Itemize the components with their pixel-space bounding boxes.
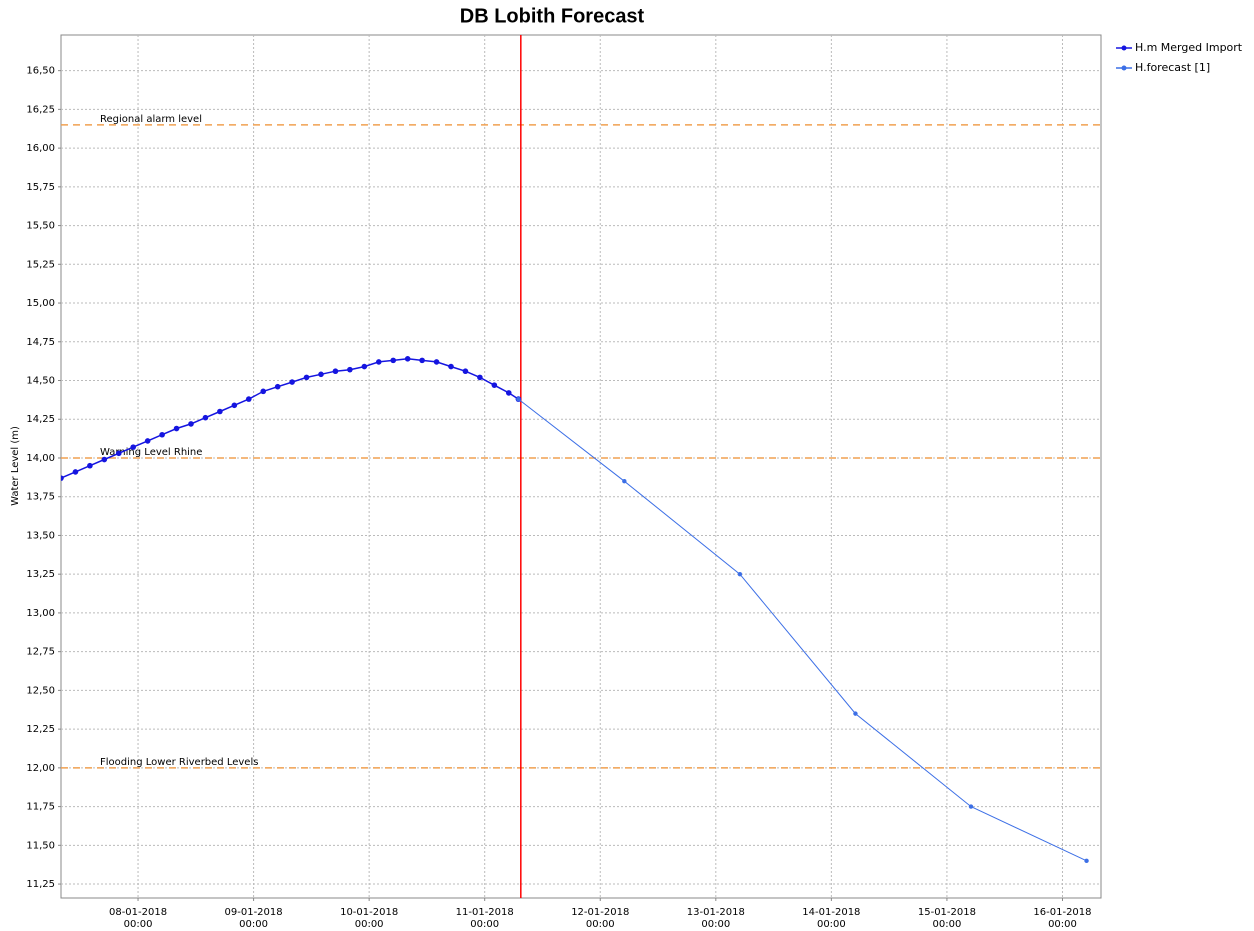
- x-tick-label: 14-01-2018 00:00: [802, 907, 860, 930]
- data-point: [274, 383, 281, 390]
- plot-area: [60, 34, 1102, 899]
- data-point: [61, 475, 64, 481]
- data-point: [72, 469, 79, 475]
- y-tick-label: 11,50: [26, 840, 55, 851]
- y-tick-label: 16,50: [26, 66, 55, 77]
- y-tick-label: 13,25: [26, 569, 55, 580]
- data-point: [303, 374, 310, 381]
- y-tick-label: 15,25: [26, 259, 55, 270]
- data-point: [289, 379, 295, 385]
- x-tick-label: 10-01-2018 00:00: [340, 907, 398, 930]
- y-tick-label: 12,00: [26, 763, 55, 774]
- data-point: [159, 431, 165, 438]
- y-tick-label: 12,25: [26, 724, 55, 735]
- y-tick-label: 15,75: [26, 182, 55, 193]
- data-point: [433, 359, 440, 365]
- x-tick-label: 15-01-2018 00:00: [918, 907, 976, 930]
- y-tick-label: 11,75: [26, 802, 55, 813]
- data-point: [737, 571, 743, 577]
- legend-swatch-dot: [1121, 45, 1127, 51]
- y-tick-label: 12,75: [26, 647, 55, 658]
- y-tick-label: 15,00: [26, 298, 55, 309]
- series-line: [518, 398, 1087, 862]
- legend-label: H.forecast [1]: [1135, 61, 1210, 74]
- data-point: [231, 402, 238, 409]
- x-tick-label: 09-01-2018 00:00: [225, 907, 283, 930]
- y-tick-label: 14,25: [26, 414, 55, 425]
- data-point: [477, 374, 483, 381]
- data-point: [87, 462, 93, 469]
- x-tick-label: 12-01-2018 00:00: [571, 907, 629, 930]
- y-tick-label: 13,50: [26, 530, 55, 541]
- data-point: [144, 438, 151, 444]
- threshold-label: Flooding Lower Riverbed Levels: [100, 757, 258, 768]
- data-point: [853, 711, 858, 716]
- data-point: [260, 388, 267, 395]
- data-point: [101, 456, 108, 463]
- y-tick-label: 16,00: [26, 143, 55, 154]
- data-point: [968, 804, 974, 809]
- y-tick-label: 13,00: [26, 608, 55, 619]
- data-point: [130, 444, 137, 450]
- y-tick-label: 14,00: [26, 453, 55, 464]
- data-point: [115, 450, 122, 457]
- y-tick-label: 15,50: [26, 221, 55, 232]
- data-point: [245, 396, 252, 402]
- data-point: [202, 414, 209, 421]
- y-tick-label: 11,25: [26, 879, 55, 890]
- x-tick-label: 08-01-2018 00:00: [109, 907, 167, 930]
- data-point: [217, 408, 223, 415]
- y-axis-label: Water Level (m): [10, 426, 21, 506]
- legend-label: H.m Merged Import: [1135, 41, 1243, 54]
- data-point: [516, 396, 521, 402]
- legend-swatch-dot: [1121, 65, 1127, 71]
- data-point: [1084, 858, 1089, 864]
- data-point: [173, 425, 180, 432]
- data-point: [419, 357, 425, 364]
- data-point: [505, 390, 512, 396]
- data-point: [491, 382, 498, 388]
- data-point: [188, 421, 194, 427]
- y-tick-label: 14,75: [26, 337, 55, 348]
- data-point: [318, 371, 324, 378]
- data-point: [448, 363, 454, 370]
- x-tick-label: 13-01-2018 00:00: [687, 907, 745, 930]
- data-point: [622, 479, 627, 484]
- threshold-label: Warning Level Rhine: [100, 447, 202, 458]
- data-point: [462, 368, 469, 375]
- data-point: [404, 356, 411, 362]
- data-point: [332, 368, 339, 375]
- y-tick-label: 16,25: [26, 104, 55, 115]
- data-point: [375, 359, 382, 365]
- data-point: [361, 363, 368, 370]
- chart-title: DB Lobith Forecast: [460, 5, 645, 27]
- y-tick-label: 13,75: [26, 492, 55, 503]
- threshold-label: Regional alarm level: [100, 114, 202, 125]
- data-point: [347, 366, 353, 373]
- data-point: [390, 357, 397, 364]
- y-tick-label: 14,50: [26, 376, 55, 387]
- x-tick-label: 16-01-2018 00:00: [1033, 907, 1091, 930]
- y-tick-label: 12,50: [26, 685, 55, 696]
- x-tick-label: 11-01-2018 00:00: [456, 907, 514, 930]
